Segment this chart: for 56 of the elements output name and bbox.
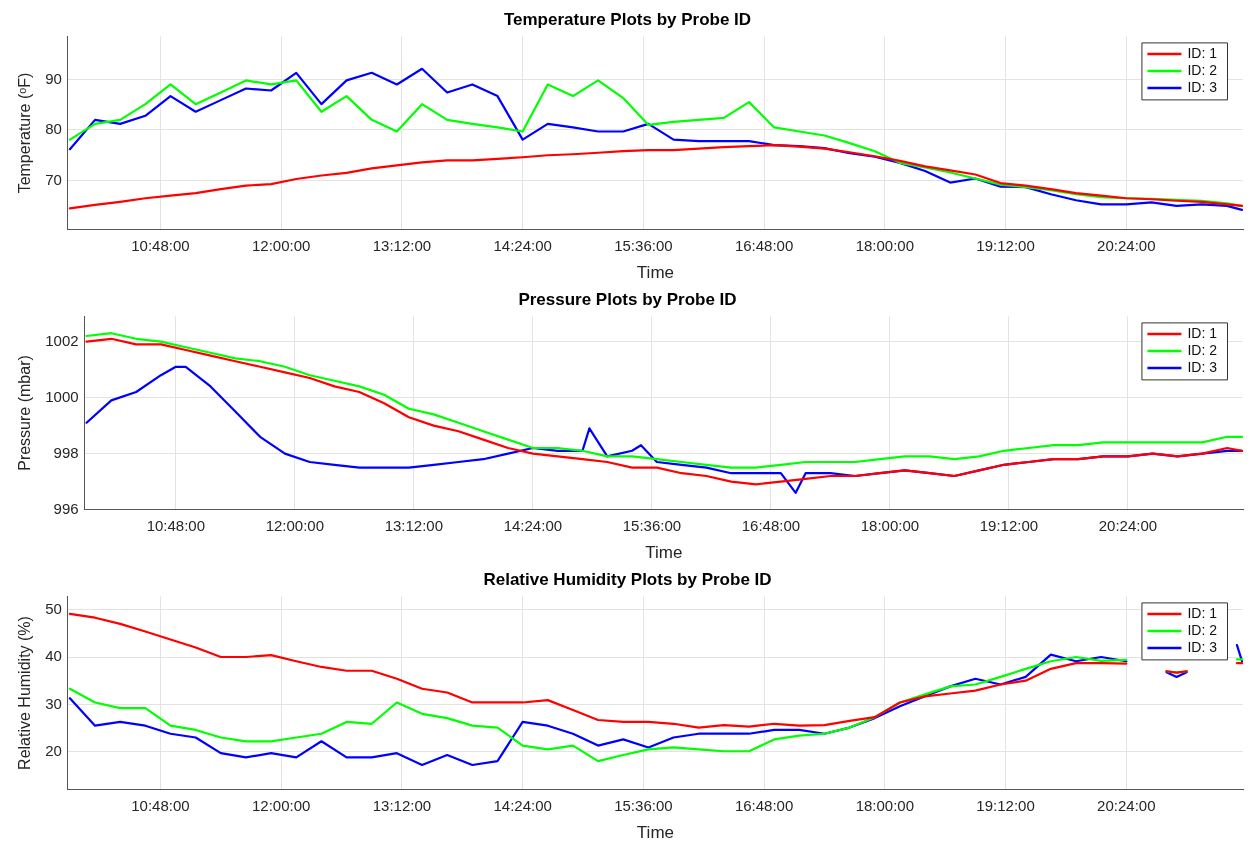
y-tick-label: 70 (45, 170, 62, 188)
chart-title: Temperature Plots by Probe ID (503, 9, 752, 29)
legend-label: ID: 3 (1187, 78, 1218, 95)
legend-label: ID: 1 (1187, 44, 1218, 61)
x-tick-label: 15:36:00 (614, 796, 673, 814)
x-tick-label: 15:36:00 (622, 516, 682, 534)
x-tick-label: 16:48:00 (734, 796, 794, 814)
x-tick-label: 19:12:00 (976, 796, 1035, 814)
x-tick-label: 18:00:00 (855, 796, 915, 814)
x-tick-label: 20:24:00 (1097, 796, 1156, 814)
x-tick-label: 13:12:00 (384, 516, 444, 534)
y-tick-label: 996 (53, 499, 79, 517)
x-tick-label: 15:36:00 (614, 236, 673, 254)
y-tick-label: 1002 (45, 331, 79, 349)
legend-label: ID: 2 (1187, 341, 1218, 358)
chart-title: Relative Humidity Plots by Probe ID (483, 569, 772, 589)
y-tick-label: 20 (45, 741, 62, 759)
x-tick-label: 18:00:00 (855, 236, 915, 254)
x-tick-label: 12:00:00 (251, 796, 311, 814)
y-axis-title: Pressure (mbar) (16, 355, 34, 471)
x-tick-label: 20:24:00 (1098, 516, 1158, 534)
x-tick-label: 19:12:00 (979, 516, 1039, 534)
y-tick-label: 998 (53, 443, 79, 461)
legend-label: ID: 2 (1187, 61, 1218, 78)
x-tick-label: 13:12:00 (372, 796, 432, 814)
legend-label: ID: 1 (1187, 604, 1218, 621)
legend-label: ID: 2 (1187, 621, 1218, 638)
x-axis-title: Time (636, 263, 675, 283)
y-tick-label: 80 (45, 120, 62, 138)
y-tick-label: 90 (45, 69, 62, 87)
y-axis-title: Temperature (ᵒF) (16, 72, 34, 194)
x-tick-label: 18:00:00 (860, 516, 920, 534)
legend-label: ID: 1 (1187, 324, 1218, 341)
x-tick-label: 20:24:00 (1097, 236, 1156, 254)
legend-label: ID: 3 (1187, 638, 1218, 655)
x-tick-label: 16:48:00 (734, 236, 794, 254)
x-axis-title: Time (645, 543, 683, 563)
x-tick-label: 16:48:00 (741, 516, 801, 534)
x-tick-label: 10:48:00 (131, 796, 190, 814)
x-tick-label: 19:12:00 (976, 236, 1035, 254)
x-tick-label: 12:00:00 (251, 236, 311, 254)
y-tick-label: 40 (45, 647, 62, 665)
legend-label: ID: 3 (1187, 358, 1218, 375)
y-tick-label: 50 (45, 599, 62, 617)
y-tick-label: 1000 (45, 387, 79, 405)
y-axis-title: Relative Humidity (%) (16, 616, 34, 770)
x-tick-label: 12:00:00 (265, 516, 325, 534)
x-tick-label: 14:24:00 (493, 236, 552, 254)
x-tick-label: 10:48:00 (131, 236, 190, 254)
x-tick-label: 14:24:00 (503, 516, 563, 534)
x-axis-title: Time (636, 823, 675, 843)
x-tick-label: 10:48:00 (146, 516, 206, 534)
x-tick-label: 13:12:00 (372, 236, 432, 254)
chart-title: Pressure Plots by Probe ID (518, 289, 737, 309)
y-tick-label: 30 (45, 694, 62, 712)
x-tick-label: 14:24:00 (493, 796, 552, 814)
